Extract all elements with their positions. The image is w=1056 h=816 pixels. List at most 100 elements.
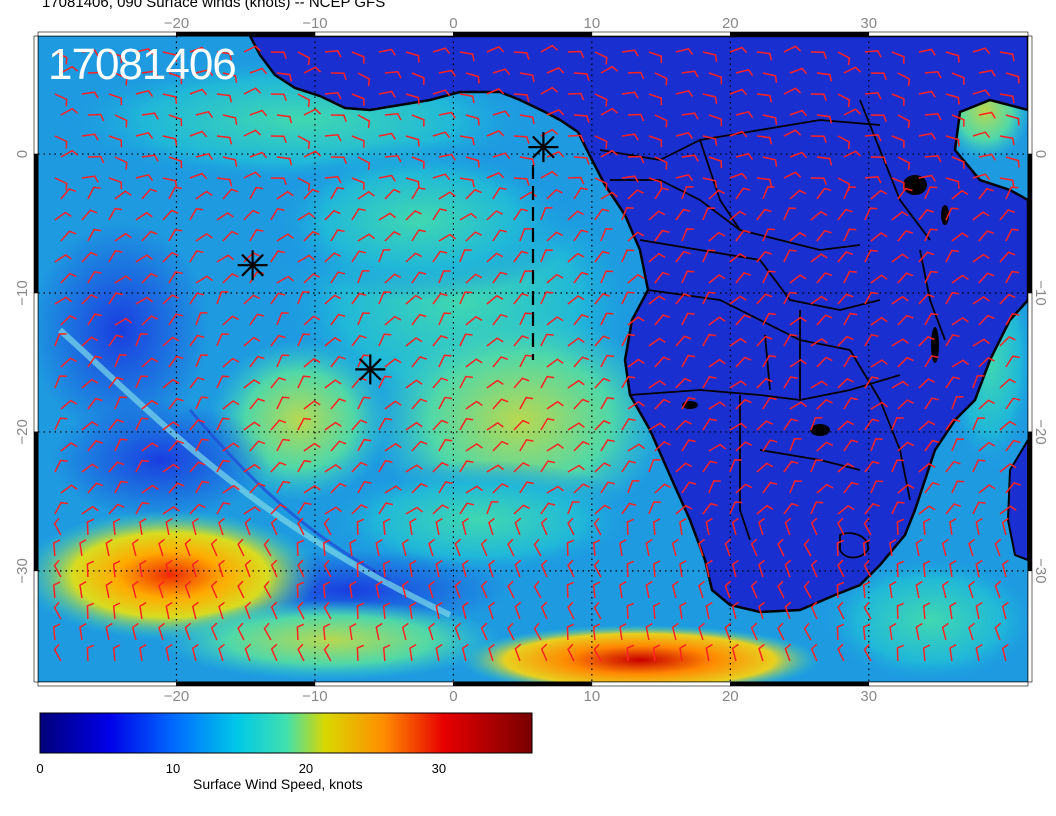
wind-barb <box>411 72 425 85</box>
wind-barb <box>896 602 905 620</box>
wind-barb <box>540 291 554 305</box>
wind-barb <box>573 483 590 494</box>
wind-barb <box>729 422 747 431</box>
wind-barb <box>540 375 555 389</box>
wind-barb <box>708 316 726 326</box>
wind-barb <box>945 51 960 63</box>
wind-barb <box>323 559 332 578</box>
wind-barb <box>803 538 812 557</box>
wind-barb <box>112 518 121 536</box>
wind-barb <box>139 602 147 620</box>
wind-barb <box>141 70 159 78</box>
wind-barb <box>165 559 173 578</box>
wind-barb <box>816 483 834 494</box>
wind-barb <box>843 270 857 284</box>
wind-barb <box>567 134 585 143</box>
wind-barb <box>270 177 287 186</box>
wind-barb <box>756 93 773 103</box>
wind-barb <box>600 228 613 242</box>
wind-barb <box>168 156 183 169</box>
wind-barb <box>762 114 778 125</box>
colorbar-ticks: 0 10 20 30 <box>36 761 446 776</box>
wind-barb <box>189 376 205 389</box>
wind-barb <box>54 501 69 515</box>
wind-barb <box>384 155 402 163</box>
wind-barb <box>435 517 443 536</box>
wind-barb <box>891 459 905 473</box>
wind-barb <box>546 273 564 284</box>
wind-barb <box>836 539 845 557</box>
wind-barb <box>432 47 451 55</box>
wind-barb <box>1005 156 1020 168</box>
wind-barb <box>724 538 732 557</box>
wind-barb <box>357 270 370 284</box>
wind-barb <box>567 464 585 473</box>
wind-barb <box>454 580 462 599</box>
wind-barb <box>465 315 483 326</box>
wind-barb <box>81 463 99 473</box>
wind-barb <box>731 601 739 620</box>
wind-barb <box>627 480 640 494</box>
wind-barb <box>891 417 904 431</box>
wind-barb <box>81 251 98 263</box>
wind-barb <box>351 177 365 190</box>
wind-barb <box>351 51 365 64</box>
wind-barb <box>162 51 178 62</box>
wind-barb <box>837 51 851 66</box>
wind-barb <box>222 72 238 83</box>
wind-barb <box>789 316 807 326</box>
wind-barb <box>60 484 78 494</box>
wind-barb <box>276 438 290 452</box>
wind-barb <box>566 623 575 641</box>
wind-barb <box>567 295 585 305</box>
wind-barb <box>54 459 68 473</box>
wind-barb <box>108 334 124 347</box>
wind-barb <box>486 421 504 431</box>
wind-barb <box>459 460 474 473</box>
wind-barb <box>270 334 286 347</box>
wind-barb <box>567 559 575 578</box>
wind-barb <box>864 376 879 389</box>
star-marker <box>237 250 268 281</box>
lon-tick-label-top: −10 <box>302 15 327 32</box>
ladder-segment-top <box>868 31 1029 37</box>
wind-barb <box>756 377 773 389</box>
wind-barb <box>924 155 942 163</box>
wind-barb <box>378 375 392 389</box>
wind-barb <box>513 93 530 102</box>
wind-barb <box>54 177 68 191</box>
wind-barb <box>222 442 240 452</box>
wind-barb <box>978 153 996 161</box>
wind-barb <box>864 460 880 473</box>
wind-barb <box>708 480 721 494</box>
wind-barb <box>731 517 739 536</box>
wind-barb <box>708 114 723 127</box>
wind-barb <box>330 271 346 284</box>
wind-barb <box>705 517 713 536</box>
wind-barb <box>303 315 321 326</box>
wind-barb <box>594 293 610 305</box>
wind-barb <box>324 463 342 473</box>
wind-barb <box>978 441 996 452</box>
wind-barb <box>54 93 68 107</box>
wind-barb <box>218 559 225 578</box>
wind-barb <box>708 443 726 452</box>
lat-tick-label-right: −20 <box>1032 419 1049 444</box>
wind-barb <box>276 312 289 326</box>
wind-barb <box>81 293 98 305</box>
wind-barb <box>54 296 72 305</box>
ladder-segment-top <box>591 31 731 37</box>
wind-barb <box>378 249 391 263</box>
wind-barb <box>492 482 509 494</box>
wind-barb <box>789 189 807 200</box>
wind-barb <box>438 233 456 242</box>
wind-barb <box>60 314 77 326</box>
wind-barb <box>621 291 635 305</box>
wind-barb <box>324 379 342 389</box>
date-stamp: 17081406 <box>48 40 237 89</box>
wind-barb <box>54 135 68 149</box>
wind-barb <box>168 114 183 127</box>
wind-barb <box>330 482 347 494</box>
wind-barb <box>978 230 995 242</box>
wind-barb <box>519 228 532 242</box>
